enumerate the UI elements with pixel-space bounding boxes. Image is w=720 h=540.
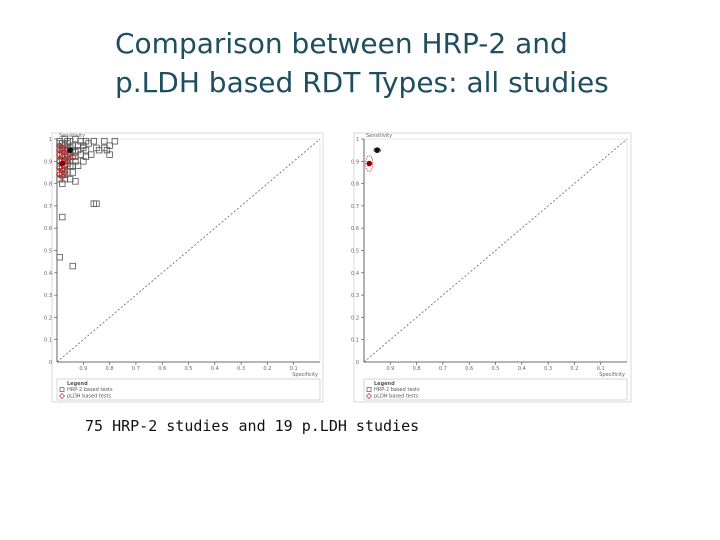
roc-plot-all-studies: 0.1 0.2 0.3 0.4 0.5 0.6 0.7 0.8 0.9 1 0 0.9 0.8 0.7 0.… [44, 132, 324, 403]
x-tick-label: 0.1 [290, 366, 298, 372]
pldh-study-point [69, 153, 77, 161]
hrp2-study-point [66, 175, 74, 183]
x-tick-label: 0.7 [132, 366, 140, 372]
hrp2-study-point [93, 200, 100, 207]
y-axis-label: Sensitivity [59, 133, 85, 139]
y-tick-label: 0.8 [351, 182, 359, 188]
study-count-caption: 75 HRP-2 studies and 19 p.LDH studies [85, 417, 420, 435]
roc-plot-summary: 0.1 0.2 0.3 0.4 0.5 0.6 0.7 0.8 0.9 1 0 0.9 0.8 0.7 0.… [351, 132, 632, 403]
hrp2-study-point [85, 140, 92, 147]
y-tick-label: 1 [49, 137, 52, 143]
x-tick-label: 0.8 [106, 366, 114, 372]
hrp2-study-point [82, 153, 90, 161]
plot-frame [353, 132, 632, 403]
plot-frame [51, 132, 324, 403]
legend-hrp2-marker [59, 387, 65, 392]
hrp2-study-point [72, 178, 79, 185]
hrp2-study-point [64, 155, 71, 163]
x-tick-label: 0.1 [597, 366, 605, 372]
origin-label: 0 [49, 360, 52, 366]
x-tick-label: 0.6 [158, 366, 166, 372]
x-axis-label: Specificity [599, 372, 625, 378]
legend-hrp2-label: HRP-2 based tests [67, 387, 113, 393]
hrp2-study-point [56, 253, 63, 261]
hrp2-study-point [101, 138, 108, 145]
x-tick-label: 0.4 [211, 366, 219, 372]
hrp2-summary-point [374, 147, 380, 153]
reference-diagonal [56, 138, 321, 363]
y-tick-label: 0.9 [44, 159, 52, 165]
x-tick-label: 0.8 [413, 366, 421, 372]
y-tick-label: 0.6 [44, 226, 52, 232]
legend-hrp2-marker [366, 387, 372, 392]
hrp2-study-point [69, 169, 76, 176]
origin-label: 0 [356, 360, 359, 366]
y-tick-label: 0.1 [351, 338, 359, 344]
pldh-study-point [61, 168, 69, 177]
legend-box [56, 378, 321, 401]
y-tick-label: 0.3 [351, 293, 359, 299]
hrp2-study-point [56, 138, 63, 145]
x-tick-label: 0.9 [79, 366, 87, 372]
hrp2-study-point [106, 151, 113, 158]
legend-pldh-marker [59, 393, 65, 399]
legend-pldh-label: pLDH based tests [67, 394, 111, 400]
pldh-study-point [63, 157, 72, 166]
slide-title-line-1: Comparison between HRP-2 and [115, 27, 568, 60]
pldh-summary-point [59, 160, 66, 167]
summary-confidence-region [365, 155, 374, 172]
legend-pldh-label: pLDH based tests [374, 394, 418, 400]
hrp2-study-point [59, 180, 66, 187]
legend-box [363, 378, 628, 401]
hrp2-summary-point [67, 147, 73, 153]
hrp2-study-point [111, 138, 119, 145]
y-tick-label: 0.1 [44, 338, 52, 344]
x-tick-label: 0.7 [439, 366, 447, 372]
reference-diagonal [363, 138, 628, 363]
x-tick-label: 0.2 [570, 366, 578, 372]
y-tick-label: 0.4 [44, 271, 52, 277]
pldh-study-point [58, 173, 67, 181]
y-tick-label: 0.4 [351, 271, 359, 277]
y-tick-label: 0.2 [351, 315, 359, 321]
x-tick-label: 0.5 [185, 366, 193, 372]
y-tick-label: 0.3 [44, 293, 52, 299]
y-tick-label: 0.9 [351, 159, 359, 165]
y-axis-label: Sensitivity [366, 133, 392, 139]
hrp2-study-point [59, 213, 66, 221]
y-tick-label: 0.6 [351, 226, 359, 232]
legend-title: Legend [67, 381, 88, 387]
x-tick-label: 0.6 [465, 366, 473, 372]
legend-hrp2-label: HRP-2 based tests [374, 387, 420, 393]
legend-pldh-marker [366, 393, 372, 399]
y-tick-label: 0.5 [351, 249, 359, 255]
x-tick-label: 0.4 [518, 366, 526, 372]
y-tick-label: 1 [356, 137, 359, 143]
slide-title: Comparison between HRP-2 and p.LDH based… [115, 24, 695, 102]
legend-title: Legend [374, 381, 395, 387]
y-tick-label: 0.2 [44, 315, 52, 321]
x-tick-label: 0.2 [263, 366, 271, 372]
x-tick-label: 0.3 [237, 366, 245, 372]
hrp2-study-point [69, 262, 76, 270]
y-tick-label: 0.7 [351, 204, 359, 210]
x-tick-label: 0.5 [492, 366, 500, 372]
x-tick-label: 0.9 [386, 366, 394, 372]
y-tick-label: 0.5 [44, 249, 52, 255]
hrp2-study-point [87, 151, 95, 158]
hrp2-study-point [69, 162, 76, 169]
y-tick-label: 0.7 [44, 204, 52, 210]
hrp2-study-point [80, 144, 87, 152]
y-tick-label: 0.8 [44, 182, 52, 188]
slide-title-line-2: p.LDH based RDT Types: all studies [115, 66, 609, 99]
x-axis-label: Specificity [292, 372, 318, 378]
pldh-summary-point [366, 160, 373, 167]
x-tick-label: 0.3 [544, 366, 552, 372]
pldh-study-point [55, 146, 64, 154]
hrp2-study-point [61, 167, 69, 174]
